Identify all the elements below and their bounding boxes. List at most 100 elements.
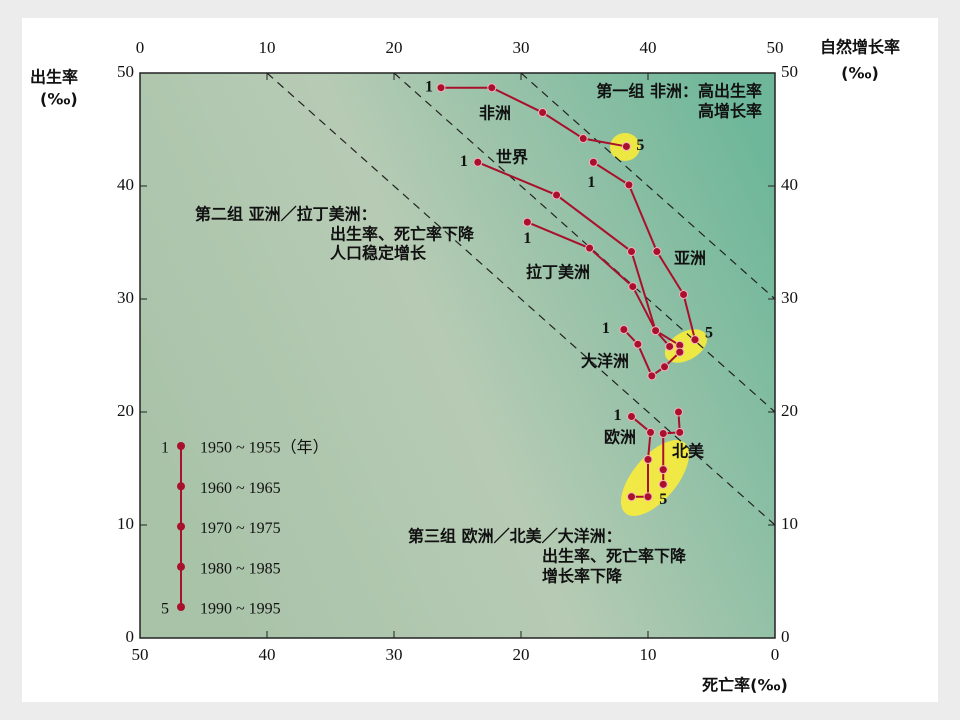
marker xyxy=(626,412,636,422)
marker xyxy=(658,428,668,438)
marker xyxy=(624,180,634,190)
marker-label: 5 xyxy=(636,137,644,154)
group-note: 高增长率 xyxy=(698,102,762,121)
marker xyxy=(538,108,548,118)
legend-label: 1970 ~ 1975 xyxy=(200,520,281,537)
y-tick-label: 50 xyxy=(117,62,134,81)
x-tick-label: 10 xyxy=(640,645,657,664)
marker-label: 1 xyxy=(460,153,468,170)
marker xyxy=(628,282,638,292)
y2-tick-label: 50 xyxy=(781,62,798,81)
x2-tick-label: 0 xyxy=(136,38,145,57)
x-tick-label: 50 xyxy=(132,645,149,664)
marker xyxy=(552,190,562,200)
marker xyxy=(651,326,661,336)
marker xyxy=(675,347,685,357)
marker xyxy=(487,83,497,93)
y-axis-label: (‰) xyxy=(40,90,78,109)
marker xyxy=(626,492,636,502)
x-tick-label: 0 xyxy=(771,645,780,664)
marker xyxy=(675,427,685,437)
series-label: 世界 xyxy=(496,148,528,167)
marker xyxy=(679,289,689,299)
marker xyxy=(665,341,675,351)
x2-tick-label: 30 xyxy=(513,38,530,57)
marker xyxy=(522,217,532,227)
group-note: 第一组 非洲：高出生率 xyxy=(596,82,762,101)
marker xyxy=(660,362,670,372)
marker xyxy=(436,83,446,93)
y-tick-label: 20 xyxy=(117,401,134,420)
legend-marker xyxy=(177,482,185,491)
marker xyxy=(578,134,588,144)
y2-tick-label: 40 xyxy=(781,175,798,194)
y-axis-label: 出生率 xyxy=(30,68,78,87)
marker xyxy=(473,157,483,167)
y-tick-label: 30 xyxy=(117,288,134,307)
group-note: 增长率下降 xyxy=(542,567,623,586)
x-tick-label: 30 xyxy=(386,645,403,664)
marker xyxy=(690,335,700,345)
y-tick-label: 40 xyxy=(117,175,134,194)
x-tick-label: 20 xyxy=(513,645,530,664)
growth-line xyxy=(266,72,776,526)
marker xyxy=(658,479,668,489)
marker xyxy=(588,157,598,167)
growth-line xyxy=(393,72,776,413)
group-note: 出生率、死亡率下降 xyxy=(330,225,475,244)
series-label: 非洲 xyxy=(479,104,511,123)
legend-marker xyxy=(177,562,185,571)
legend-marker xyxy=(177,603,185,611)
marker xyxy=(643,492,653,502)
legend-marker xyxy=(177,442,185,450)
x-axis-label: 死亡率(‰) xyxy=(702,676,788,695)
y2-axis-label: (‰) xyxy=(841,64,879,83)
x2-tick-label: 10 xyxy=(259,38,276,57)
marker xyxy=(585,243,595,253)
y2-tick-label: 0 xyxy=(781,627,790,646)
marker xyxy=(647,371,657,381)
group-note: 出生率、死亡率下降 xyxy=(542,547,687,566)
legend-marker xyxy=(177,522,185,531)
y2-tick-label: 20 xyxy=(781,401,798,420)
legend-label: 1990 ~ 1995 xyxy=(200,601,281,618)
group-note: 第三组 欧洲／北美／大洋洲： xyxy=(408,527,622,546)
marker xyxy=(643,454,653,464)
legend-label: 1980 ~ 1985 xyxy=(200,560,281,577)
marker-label: 1 xyxy=(425,78,433,95)
marker-label: 1 xyxy=(602,320,610,337)
series-label: 北美 xyxy=(672,442,705,461)
legend-label: 1950 ~ 1955（年） xyxy=(200,439,329,457)
group-note: 人口稳定增长 xyxy=(330,244,427,263)
y2-axis-label: 自然增长率 xyxy=(820,38,900,57)
marker-label: 5 xyxy=(705,324,713,341)
group-note: 第二组 亚洲／拉丁美洲： xyxy=(195,205,377,224)
legend-label: 1960 ~ 1965 xyxy=(200,480,281,497)
marker xyxy=(652,247,662,257)
marker-label: 5 xyxy=(659,491,667,508)
marker xyxy=(646,427,656,437)
marker xyxy=(633,339,643,349)
y-tick-label: 0 xyxy=(126,627,135,646)
legend-number: 5 xyxy=(161,601,169,618)
y2-tick-label: 10 xyxy=(781,514,798,533)
series-label: 欧洲 xyxy=(604,428,636,447)
x2-tick-label: 20 xyxy=(386,38,403,57)
marker-label: 1 xyxy=(613,407,621,424)
marker xyxy=(673,407,683,417)
y-tick-label: 10 xyxy=(117,514,134,533)
series-label: 亚洲 xyxy=(674,249,706,268)
x-tick-label: 40 xyxy=(259,645,276,664)
x2-tick-label: 40 xyxy=(640,38,657,57)
marker-label: 1 xyxy=(523,230,531,247)
marker-label: 1 xyxy=(587,174,595,191)
series-label: 拉丁美洲 xyxy=(526,263,590,282)
marker xyxy=(658,465,668,475)
growth-line xyxy=(520,72,776,300)
y2-tick-label: 30 xyxy=(781,288,798,307)
marker xyxy=(619,325,629,335)
legend-number: 1 xyxy=(161,440,169,457)
series-label: 大洋洲 xyxy=(581,352,629,371)
marker xyxy=(621,141,631,151)
